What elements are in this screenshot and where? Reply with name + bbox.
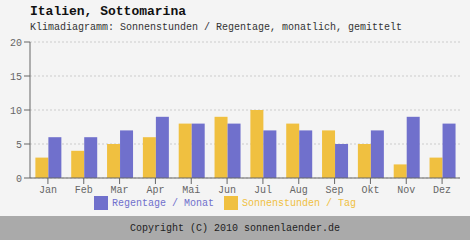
svg-text:Feb: Feb xyxy=(75,185,93,196)
svg-text:Mai: Mai xyxy=(182,185,200,196)
svg-text:5: 5 xyxy=(16,140,22,151)
svg-text:0: 0 xyxy=(16,174,22,185)
svg-text:15: 15 xyxy=(10,72,22,83)
svg-text:Dez: Dez xyxy=(433,185,451,196)
svg-text:10: 10 xyxy=(10,106,22,117)
svg-text:Apr: Apr xyxy=(146,185,164,196)
svg-text:Aug: Aug xyxy=(290,185,308,196)
svg-text:Jun: Jun xyxy=(218,185,236,196)
svg-text:Nov: Nov xyxy=(397,185,415,196)
svg-text:Jan: Jan xyxy=(39,185,57,196)
svg-text:Okt: Okt xyxy=(361,185,379,196)
svg-text:Mar: Mar xyxy=(111,185,129,196)
html-text:Regentage / Monat: Regentage / Monat xyxy=(112,197,214,209)
html-text:Italien, Sottomarina: Italien, Sottomarina xyxy=(30,4,186,19)
svg-text:20: 20 xyxy=(10,38,22,49)
html-text:Copyright (C) 2010 sonnenlaend: Copyright (C) 2010 sonnenlaender.de xyxy=(130,222,340,234)
html-text:Klimadiagramm: Sonnenstunden /: Klimadiagramm: Sonnenstunden / Regentage… xyxy=(30,22,403,33)
svg-text:Jul: Jul xyxy=(254,185,272,196)
svg-text:Sep: Sep xyxy=(326,185,344,196)
html-text:Sonnenstunden / Tag: Sonnenstunden / Tag xyxy=(242,197,356,209)
